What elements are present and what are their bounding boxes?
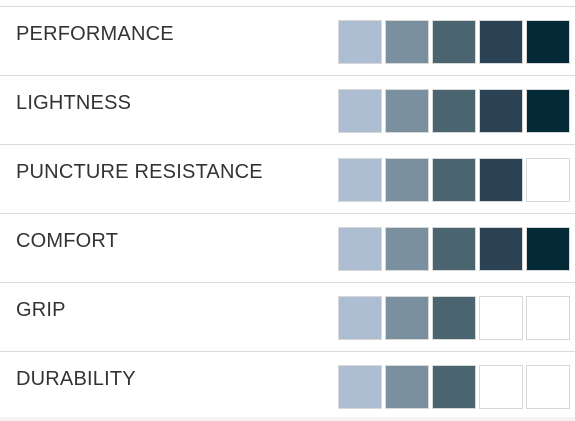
rating-label: COMFORT (16, 230, 119, 252)
rating-label: PUNCTURE RESISTANCE (16, 161, 263, 183)
bottom-divider (0, 417, 575, 421)
rating-bar (338, 227, 570, 271)
rating-segment-filled (385, 158, 429, 202)
rating-segment-empty (526, 296, 570, 340)
rating-label: LIGHTNESS (16, 92, 132, 114)
rating-segment-filled (338, 365, 382, 409)
rating-segment-filled (432, 89, 476, 133)
rating-bar (338, 365, 570, 409)
rating-segment-filled (338, 89, 382, 133)
rating-row-puncture-resistance: PUNCTURE RESISTANCE (0, 144, 575, 213)
rating-segment-empty (479, 365, 523, 409)
ratings-table: PERFORMANCE LIGHTNESS PUNCTURE RESISTANC… (0, 6, 575, 420)
rating-segment-filled (385, 296, 429, 340)
rating-segment-empty (479, 296, 523, 340)
rating-segment-empty (526, 158, 570, 202)
rating-segment-filled (479, 89, 523, 133)
rating-bar (338, 158, 570, 202)
rating-row-lightness: LIGHTNESS (0, 75, 575, 144)
rating-row-durability: DURABILITY (0, 351, 575, 420)
rating-bar (338, 89, 570, 133)
rating-segment-empty (526, 365, 570, 409)
rating-bar (338, 20, 570, 64)
rating-segment-filled (385, 89, 429, 133)
rating-row-performance: PERFORMANCE (0, 6, 575, 75)
rating-segment-filled (385, 227, 429, 271)
rating-segment-filled (385, 365, 429, 409)
rating-segment-filled (432, 365, 476, 409)
rating-row-grip: GRIP (0, 282, 575, 351)
rating-segment-filled (479, 227, 523, 271)
rating-segment-filled (479, 20, 523, 64)
rating-segment-filled (526, 20, 570, 64)
rating-label: DURABILITY (16, 368, 136, 390)
rating-label: GRIP (16, 299, 66, 321)
rating-segment-filled (385, 20, 429, 64)
rating-segment-filled (432, 158, 476, 202)
rating-segment-filled (526, 89, 570, 133)
rating-segment-filled (338, 20, 382, 64)
rating-segment-filled (338, 296, 382, 340)
rating-segment-filled (526, 227, 570, 271)
rating-row-comfort: COMFORT (0, 213, 575, 282)
rating-segment-filled (338, 227, 382, 271)
rating-segment-filled (338, 158, 382, 202)
rating-segment-filled (432, 20, 476, 64)
rating-bar (338, 296, 570, 340)
rating-segment-filled (432, 296, 476, 340)
rating-label: PERFORMANCE (16, 23, 174, 45)
rating-segment-filled (432, 227, 476, 271)
rating-segment-filled (479, 158, 523, 202)
